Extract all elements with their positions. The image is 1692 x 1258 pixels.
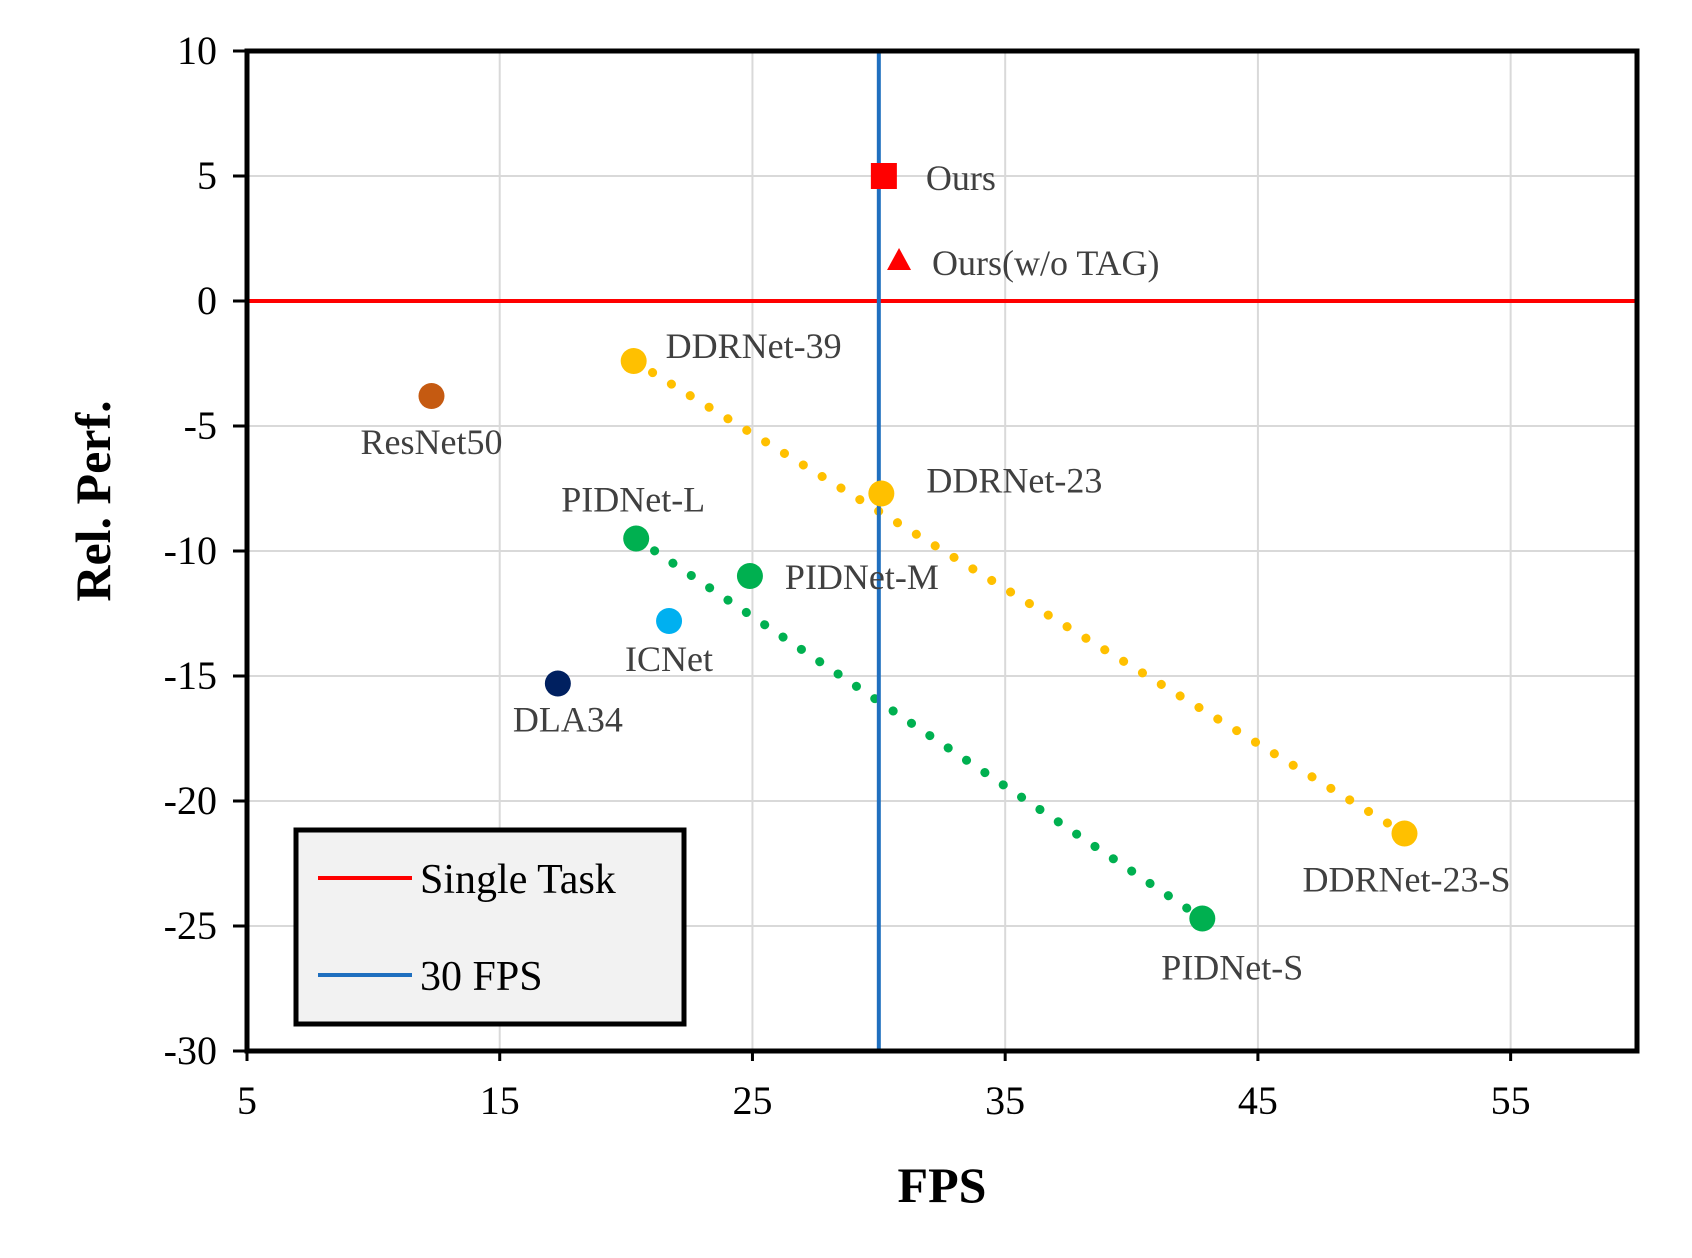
trendlines — [629, 356, 1409, 923]
trendline-pidnet — [631, 534, 1207, 923]
data-points — [418, 163, 1418, 932]
point-labels: Ours Ours(w/o TAG) DDRNet-39 ResNet50 DDRNet… — [360, 158, 1510, 988]
y-tick-label: 0 — [197, 278, 217, 323]
grid — [246, 50, 1637, 1052]
label-icnet: ICNet — [625, 639, 713, 679]
label-ours: Ours — [926, 158, 996, 198]
point-resnet50 — [418, 383, 445, 409]
point-ddrnet-39 — [620, 348, 647, 374]
y-tick-label: -15 — [164, 653, 217, 698]
point-pidnet-m — [736, 563, 763, 589]
label-resnet50: ResNet50 — [360, 422, 502, 462]
x-axis-title: FPS — [898, 1157, 987, 1213]
label-pidnet-l: PIDNet-L — [561, 480, 705, 520]
label-pidnet-s: PIDNet-S — [1161, 948, 1303, 988]
y-tick-label: -20 — [164, 778, 217, 823]
label-ddrnet-39: DDRNet-39 — [666, 326, 842, 366]
reference-lines — [247, 51, 1637, 1051]
y-tick-label: -5 — [184, 403, 217, 448]
point-ddrnet-23-s — [1391, 820, 1418, 847]
x-tick-label: 35 — [985, 1078, 1025, 1123]
label-pidnet-m: PIDNet-M — [785, 557, 939, 597]
trendline-ddrnet — [629, 356, 1409, 838]
x-tick-label: 45 — [1238, 1078, 1278, 1123]
point-pidnet-s — [1189, 905, 1216, 932]
y-axis-title: Rel. Perf. — [65, 400, 121, 601]
y-tick-label: -30 — [164, 1028, 217, 1073]
point-ours — [870, 163, 897, 189]
point-pidnet-l — [623, 525, 650, 552]
label-dla34: DLA34 — [513, 700, 623, 740]
point-ours-w-o-tag — [887, 248, 912, 270]
x-tick-label: 55 — [1491, 1078, 1531, 1123]
legend-label-single-task: Single Task — [420, 857, 616, 903]
x-tick-label: 15 — [480, 1078, 520, 1123]
label-ddrnet-23-s: DDRNet-23-S — [1302, 860, 1510, 900]
point-ddrnet-23 — [868, 480, 895, 507]
x-tick-label: 5 — [237, 1078, 257, 1123]
legend-label-30-fps: 30 FPS — [420, 954, 543, 1000]
x-tick-label: 25 — [732, 1078, 772, 1123]
label-ours-w-o-tag: Ours(w/o TAG) — [932, 243, 1159, 283]
label-ddrnet-23: DDRNet-23 — [926, 461, 1102, 501]
y-tick-label: -25 — [164, 903, 217, 948]
y-tick-label: -10 — [164, 528, 217, 573]
y-tick-label: 5 — [197, 153, 217, 198]
axis-ticks: 5 15 25 35 45 55 10 5 0 -5 -10 -15 -20 -25 -30 — [164, 28, 1531, 1123]
y-tick-label: 10 — [177, 28, 217, 73]
legend-box — [293, 827, 687, 1027]
point-dla34 — [544, 670, 571, 697]
point-icnet — [656, 608, 683, 634]
legend: Single Task 30 FPS — [293, 827, 687, 1027]
